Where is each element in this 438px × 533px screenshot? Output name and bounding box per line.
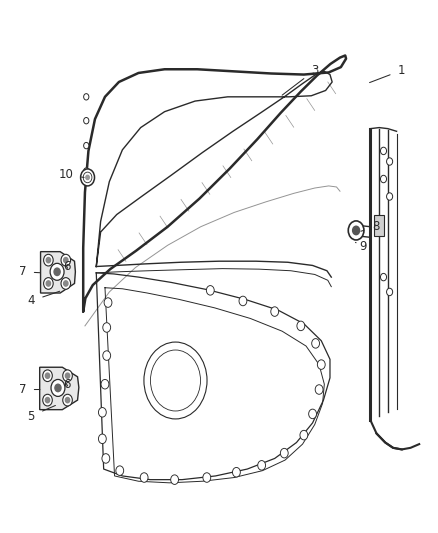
Circle shape — [51, 379, 65, 397]
Circle shape — [65, 373, 70, 378]
Circle shape — [297, 321, 305, 330]
Circle shape — [61, 254, 71, 266]
Ellipse shape — [144, 342, 207, 419]
Circle shape — [64, 257, 68, 263]
Circle shape — [353, 226, 360, 235]
Ellipse shape — [150, 350, 201, 411]
Circle shape — [101, 379, 109, 389]
Polygon shape — [374, 215, 384, 236]
Circle shape — [54, 268, 60, 276]
Circle shape — [63, 394, 72, 406]
Circle shape — [65, 398, 70, 403]
Circle shape — [46, 373, 49, 378]
Text: 4: 4 — [27, 291, 60, 308]
Circle shape — [64, 281, 68, 286]
Circle shape — [239, 296, 247, 306]
Circle shape — [84, 168, 89, 174]
Circle shape — [84, 117, 89, 124]
Circle shape — [46, 257, 50, 263]
Text: 6: 6 — [63, 260, 71, 273]
Circle shape — [44, 278, 53, 289]
Text: 7: 7 — [18, 383, 40, 396]
Circle shape — [387, 288, 392, 296]
Circle shape — [300, 430, 308, 440]
Circle shape — [83, 172, 92, 183]
Text: 6: 6 — [63, 378, 71, 391]
Circle shape — [46, 281, 50, 286]
Circle shape — [312, 338, 320, 348]
Circle shape — [50, 263, 64, 280]
Text: 9: 9 — [356, 240, 366, 253]
Circle shape — [309, 409, 317, 419]
Polygon shape — [40, 367, 79, 410]
Text: 1: 1 — [370, 64, 406, 83]
Circle shape — [84, 94, 89, 100]
Circle shape — [103, 351, 111, 360]
Circle shape — [280, 448, 288, 458]
Text: 7: 7 — [18, 265, 40, 278]
Circle shape — [387, 193, 392, 200]
Circle shape — [103, 322, 111, 332]
Circle shape — [61, 278, 71, 289]
Circle shape — [81, 169, 95, 186]
Circle shape — [104, 298, 112, 308]
Circle shape — [258, 461, 265, 470]
Circle shape — [99, 408, 106, 417]
Circle shape — [206, 286, 214, 295]
Circle shape — [116, 466, 124, 475]
Circle shape — [55, 384, 61, 392]
Circle shape — [86, 175, 89, 180]
Circle shape — [171, 475, 179, 484]
Text: 10: 10 — [58, 168, 84, 181]
Circle shape — [63, 370, 72, 382]
Circle shape — [99, 434, 106, 443]
Circle shape — [203, 473, 211, 482]
Circle shape — [43, 394, 52, 406]
Circle shape — [271, 307, 279, 317]
Circle shape — [102, 454, 110, 463]
Circle shape — [348, 221, 364, 240]
Circle shape — [381, 273, 387, 281]
Circle shape — [44, 254, 53, 266]
Polygon shape — [41, 252, 75, 293]
Circle shape — [318, 360, 325, 369]
Circle shape — [46, 398, 49, 403]
Text: 5: 5 — [27, 406, 56, 423]
Circle shape — [84, 142, 89, 149]
Circle shape — [315, 385, 323, 394]
Circle shape — [381, 147, 387, 155]
Circle shape — [387, 158, 392, 165]
Circle shape — [381, 175, 387, 183]
Circle shape — [43, 370, 52, 382]
Circle shape — [233, 467, 240, 477]
Circle shape — [140, 473, 148, 482]
Text: 8: 8 — [361, 220, 379, 233]
Text: 3: 3 — [282, 64, 318, 95]
